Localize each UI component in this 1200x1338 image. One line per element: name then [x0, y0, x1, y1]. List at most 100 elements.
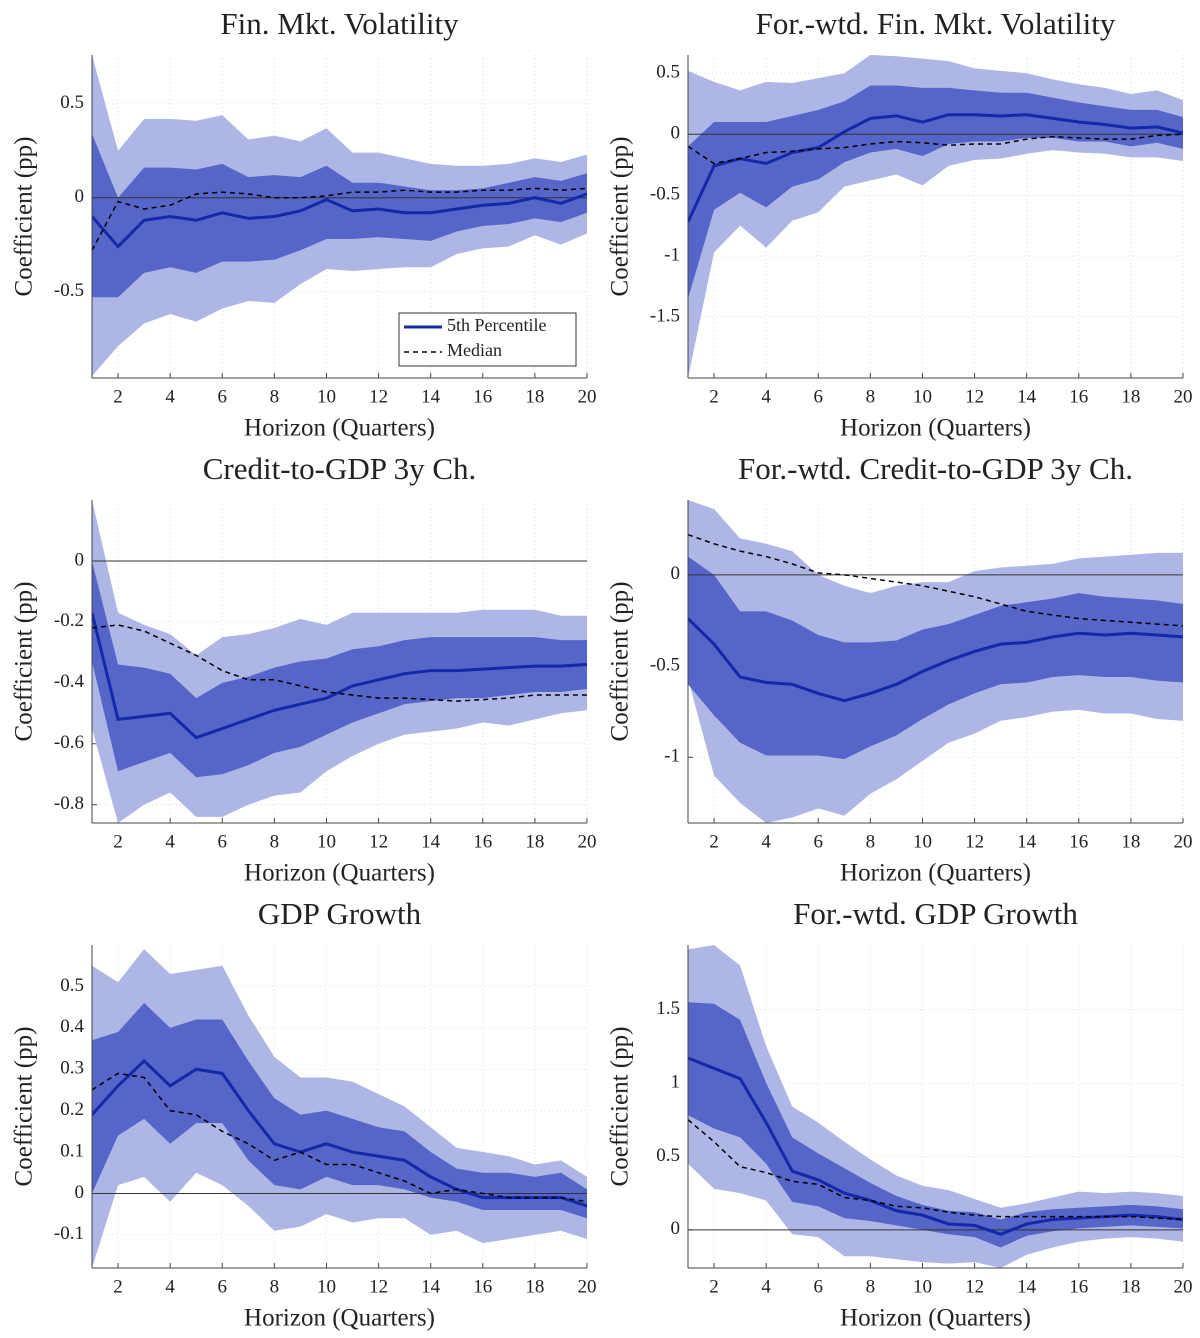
x-tick-label: 8: [270, 1276, 280, 1297]
x-tick-label: 8: [866, 386, 876, 407]
x-tick-label: 16: [473, 386, 492, 407]
x-tick-label: 12: [369, 386, 388, 407]
y-tick-label: -0.5: [650, 184, 680, 205]
confidence-band: [688, 556, 1183, 760]
x-tick-label: 12: [965, 386, 984, 407]
x-tick-label: 6: [814, 1276, 824, 1297]
plot-area: [92, 55, 587, 377]
y-tick-label: 0: [671, 563, 681, 584]
confidence-band: [688, 1002, 1183, 1248]
y-tick-label: 0.5: [656, 62, 680, 83]
series-line: [688, 617, 1183, 703]
x-tick-label: 10: [913, 386, 932, 407]
x-tick-label: 2: [709, 386, 719, 407]
x-tick-label: 20: [1174, 386, 1193, 407]
x-tick-label: 10: [317, 386, 336, 407]
panel-title: For.-wtd. GDP Growth: [793, 896, 1078, 931]
y-axis-label: Coefficient (pp): [607, 582, 634, 742]
x-tick-label: 8: [270, 831, 280, 852]
y-tick-label: 0.1: [60, 1140, 84, 1161]
x-tick-label: 14: [421, 831, 441, 852]
confidence-band: [92, 1002, 587, 1219]
x-tick-label: 14: [1017, 831, 1037, 852]
plot-area: [92, 949, 587, 1268]
y-tick-label: 0: [75, 549, 85, 570]
y-tick-label: 0.5: [656, 1145, 680, 1166]
series-line: [92, 624, 587, 702]
x-tick-label: 20: [578, 1276, 597, 1297]
y-axis-label: Coefficient (pp): [11, 1027, 38, 1187]
y-tick-label: -0.6: [54, 732, 84, 753]
x-tick-label: 16: [473, 1276, 492, 1297]
y-tick-label: -0.4: [54, 671, 85, 692]
y-axis-label: Coefficient (pp): [11, 137, 38, 297]
x-tick-label: 14: [1017, 1276, 1037, 1297]
y-axis-label: Coefficient (pp): [607, 137, 634, 297]
y-tick-label: 0.2: [60, 1099, 84, 1120]
x-tick-label: 18: [525, 831, 544, 852]
x-tick-label: 4: [761, 831, 771, 852]
plot-area: [92, 500, 587, 823]
plot-area: [688, 945, 1183, 1268]
y-tick-label: 1: [671, 1071, 681, 1092]
x-tick-label: 6: [218, 1276, 228, 1297]
y-tick-label: -0.1: [54, 1223, 84, 1244]
series-line: [92, 612, 587, 740]
series-line: [688, 1119, 1183, 1221]
y-axis-label: Coefficient (pp): [11, 582, 38, 742]
y-tick-label: 0: [75, 1182, 85, 1203]
x-tick-label: 10: [913, 1276, 932, 1297]
y-tick-label: 0: [671, 123, 681, 144]
y-tick-label: -1: [664, 244, 680, 265]
x-tick-label: 2: [709, 1276, 719, 1297]
panel: For.-wtd. GDP Growth Horizon (Quarters) Co…: [607, 896, 1193, 1332]
x-tick-label: 2: [113, 386, 123, 407]
x-tick-label: 12: [369, 1276, 388, 1297]
series-line: [688, 533, 1183, 627]
x-tick-label: 4: [761, 1276, 771, 1297]
x-tick-label: 18: [1121, 831, 1140, 852]
legend-label: 5th Percentile: [447, 315, 546, 335]
x-tick-label: 6: [814, 831, 824, 852]
x-tick-label: 2: [113, 831, 123, 852]
series-line: [688, 133, 1183, 165]
confidence-band: [688, 85, 1183, 299]
x-tick-label: 12: [965, 831, 984, 852]
panel: Credit-to-GDP 3y Ch. Horizon (Quarters) Co…: [11, 451, 597, 887]
x-axis-label: Horizon (Quarters): [244, 415, 435, 442]
panel-title: Credit-to-GDP 3y Ch.: [203, 451, 477, 486]
panel-title: Fin. Mkt. Volatility: [220, 6, 459, 41]
panel: For.-wtd. Fin. Mkt. Volatility Horizon (Q…: [607, 6, 1193, 442]
x-axis-label: Horizon (Quarters): [840, 860, 1031, 887]
x-tick-label: 20: [578, 386, 597, 407]
y-tick-label: 0.5: [60, 92, 84, 113]
panel: GDP Growth Horizon (Quarters) Coefficient …: [11, 896, 597, 1332]
x-tick-label: 4: [761, 386, 771, 407]
series-line: [688, 113, 1183, 223]
x-tick-label: 16: [1069, 386, 1088, 407]
panel-title: For.-wtd. Credit-to-GDP 3y Ch.: [738, 451, 1133, 486]
x-tick-label: 8: [866, 1276, 876, 1297]
x-tick-label: 4: [165, 831, 175, 852]
x-tick-label: 4: [165, 386, 175, 407]
y-tick-label: -1: [664, 746, 680, 767]
series-line: [92, 192, 587, 249]
y-tick-label: 0.4: [60, 1016, 84, 1037]
x-tick-label: 10: [913, 831, 932, 852]
y-tick-label: -0.2: [54, 610, 84, 631]
y-tick-label: -0.5: [650, 654, 680, 675]
x-tick-label: 6: [218, 386, 228, 407]
x-tick-label: 10: [317, 1276, 336, 1297]
x-axis-label: Horizon (Quarters): [244, 860, 435, 887]
y-tick-label: 1.5: [656, 998, 680, 1019]
plot-area: [688, 55, 1183, 378]
panel: Fin. Mkt. Volatility Horizon (Quarters) Co…: [11, 6, 597, 442]
series-line: [92, 1072, 587, 1203]
x-tick-label: 6: [814, 386, 824, 407]
panel: For.-wtd. Credit-to-GDP 3y Ch. Horizon (Q…: [607, 451, 1193, 887]
series-line: [92, 187, 587, 251]
plot-area: [688, 500, 1183, 823]
x-tick-label: 16: [1069, 831, 1088, 852]
x-tick-label: 14: [421, 386, 441, 407]
